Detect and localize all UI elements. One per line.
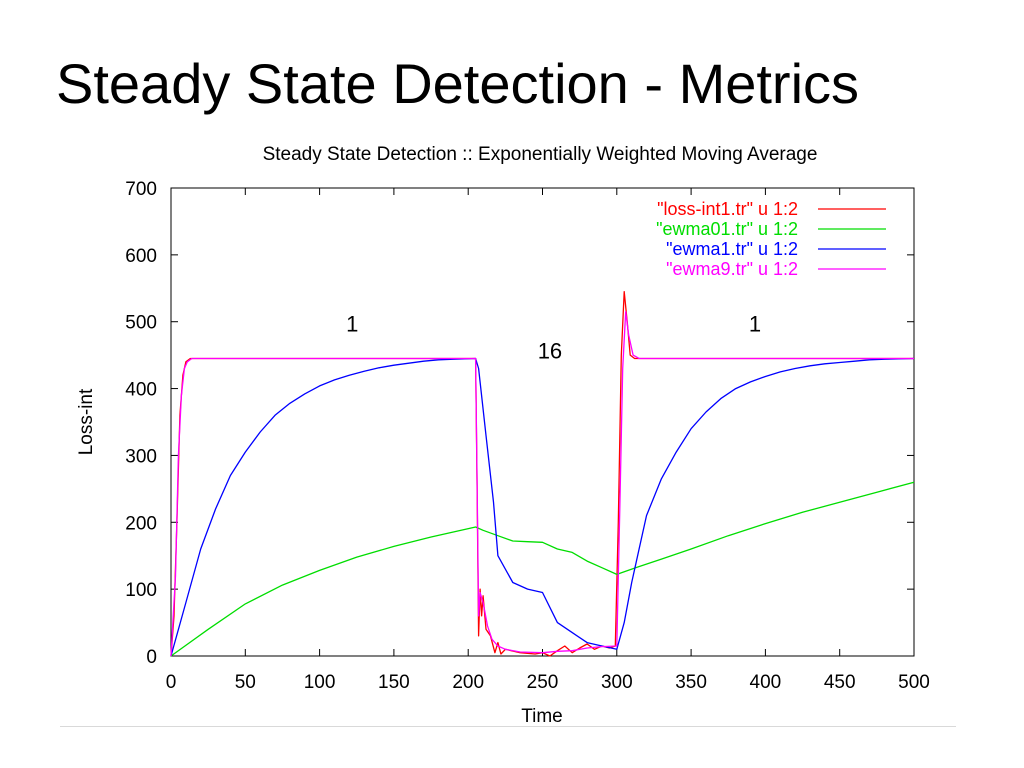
- x-tick-label: 100: [304, 672, 336, 693]
- series-line-4: [170, 311, 914, 657]
- x-tick-label: 200: [452, 672, 484, 693]
- x-tick-label: 500: [898, 672, 930, 693]
- x-tick-label: 450: [824, 672, 856, 693]
- slide-title: Steady State Detection - Metrics: [56, 52, 860, 115]
- legend-label-1: "loss-int1.tr" u 1:2: [657, 199, 798, 219]
- footer-divider: [60, 726, 956, 727]
- series-line-2: [170, 481, 915, 657]
- ewma-line-chart: Steady State Detection :: Exponentially …: [76, 144, 930, 727]
- x-tick-label: 0: [166, 672, 177, 693]
- x-tick-label: 150: [378, 672, 410, 693]
- x-axis-label: Time: [521, 706, 563, 727]
- series-line-3: [170, 357, 915, 657]
- y-tick-label: 400: [125, 380, 157, 401]
- legend: "loss-int1.tr" u 1:2"ewma01.tr" u 1:2"ew…: [656, 199, 886, 279]
- region-annotation-1: 1: [346, 312, 358, 337]
- y-tick-label: 300: [125, 446, 157, 467]
- y-tick-label: 0: [146, 647, 157, 668]
- legend-label-2: "ewma01.tr" u 1:2: [656, 219, 798, 239]
- series-lines: [170, 290, 915, 657]
- x-tick-label: 350: [675, 672, 707, 693]
- y-axis-label: Loss-int: [76, 388, 97, 455]
- y-tick-label: 200: [125, 513, 157, 534]
- y-axis: 0 100 200 300 400 500 600 700: [125, 179, 914, 668]
- y-tick-label: 100: [125, 580, 157, 601]
- region-annotation-2: 16: [538, 338, 562, 363]
- region-annotation-3: 1: [749, 312, 761, 337]
- x-tick-label: 300: [601, 672, 633, 693]
- legend-label-4: "ewma9.tr" u 1:2: [666, 259, 798, 279]
- y-tick-label: 700: [125, 179, 157, 200]
- x-axis: 0 50 100 150 200 250 300 350 400 450 500: [166, 188, 930, 693]
- x-tick-label: 400: [750, 672, 782, 693]
- y-tick-label: 500: [125, 313, 157, 334]
- y-tick-label: 600: [125, 246, 157, 267]
- x-tick-label: 250: [527, 672, 559, 693]
- annotations: 1 16 1: [346, 312, 761, 364]
- legend-label-3: "ewma1.tr" u 1:2: [666, 239, 798, 259]
- chart-title: Steady State Detection :: Exponentially …: [263, 144, 818, 165]
- x-tick-label: 50: [235, 672, 256, 693]
